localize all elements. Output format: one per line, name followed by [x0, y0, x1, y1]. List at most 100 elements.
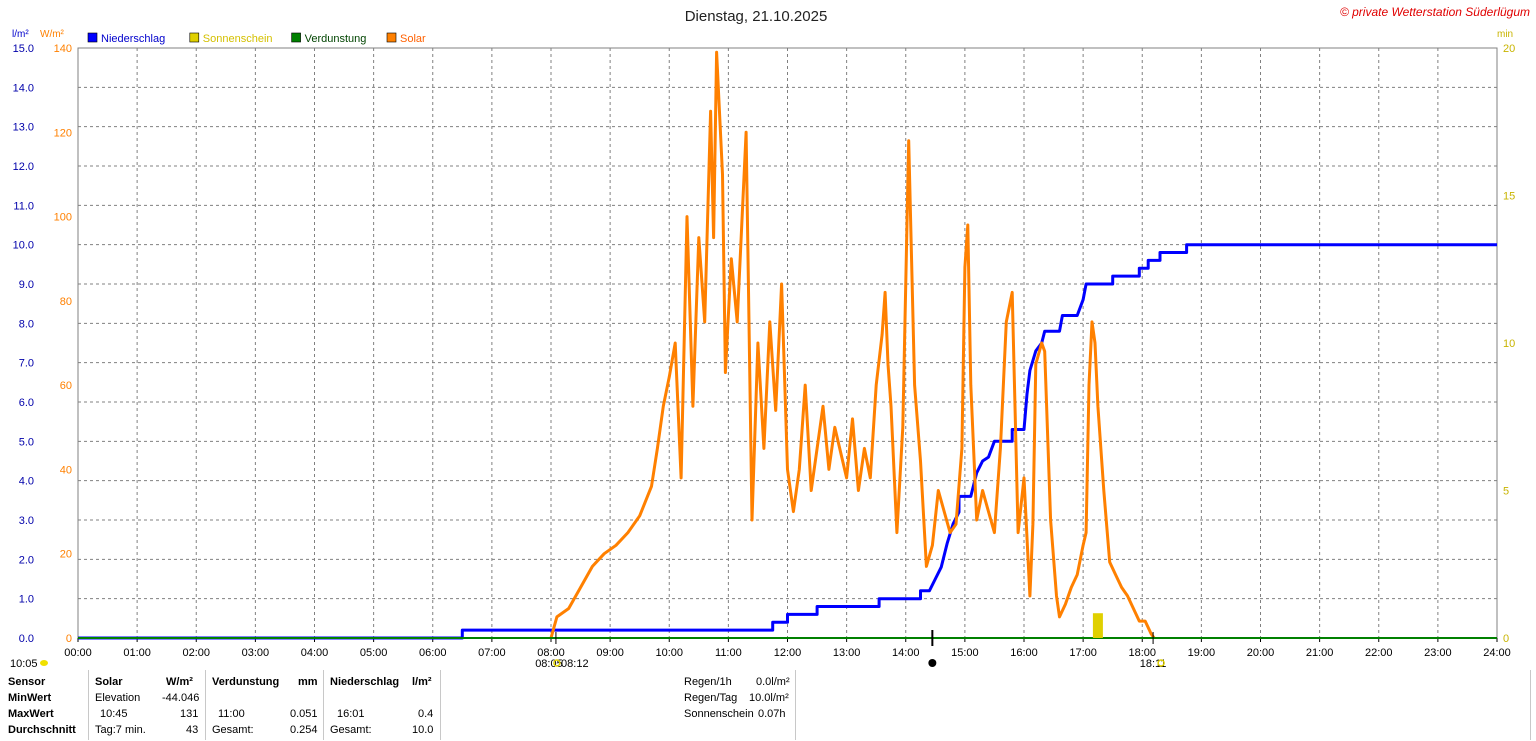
verd-avg-value: 0.254 [290, 724, 318, 736]
legend-swatch [386, 32, 397, 43]
y-tick-precip: 0.0 [19, 633, 34, 645]
x-tick-label: 21:00 [1306, 647, 1334, 659]
y-tick-solar: 40 [60, 464, 72, 476]
chart-series [78, 50, 1497, 640]
x-tick-label: 12:00 [774, 647, 802, 659]
y-tick-precip: 4.0 [19, 476, 34, 488]
sun-icon [40, 660, 48, 666]
series-niederschlag [78, 243, 1497, 640]
chart-title: Dienstag, 21.10.2025 [685, 8, 828, 25]
y-tick-sunshine: 15 [1503, 191, 1515, 203]
sun-down-icon [1157, 659, 1165, 667]
x-tick-label: 23:00 [1424, 647, 1452, 659]
hdr-niederschlag-unit: l/m² [412, 676, 432, 688]
solar-min-label: Elevation [95, 692, 141, 704]
verd-max-time: 11:00 [218, 708, 245, 720]
x-tick-label: 17:00 [1069, 647, 1097, 659]
x-tick-label: 06:00 [419, 647, 447, 659]
x-tick-label: 08:00 [537, 647, 565, 659]
row-max-label: MaxWert [8, 708, 54, 720]
x-tick-label: 11:00 [715, 647, 742, 659]
legend-swatch [189, 32, 200, 43]
x-tick-label: 02:00 [182, 647, 210, 659]
legend-label: Solar [400, 33, 426, 45]
y-tick-precip: 7.0 [19, 358, 34, 370]
y-tick-solar: 0 [66, 633, 72, 645]
solar-max-value: 131 [180, 708, 199, 720]
moon-icon [928, 659, 937, 667]
x-tick-label: 01:00 [123, 647, 151, 659]
x-tick-label: 07:00 [478, 647, 506, 659]
x-tick-label: 20:00 [1247, 647, 1275, 659]
y-tick-precip: 14.0 [13, 82, 34, 94]
sun-up-icon [553, 659, 561, 667]
x-tick-label: 09:00 [596, 647, 624, 659]
unit-sunshine: min [1497, 29, 1513, 40]
series-solar [549, 50, 1156, 639]
y-tick-precip: 10.0 [13, 240, 34, 252]
x-tick-label: 13:00 [833, 647, 861, 659]
unit-solar: W/m² [40, 29, 65, 40]
y-tick-solar: 80 [60, 296, 72, 308]
y-tick-precip: 2.0 [19, 554, 34, 566]
y-tick-precip: 5.0 [19, 436, 34, 448]
station-credit: © private Wetterstation Süderlügum [1340, 5, 1530, 19]
sunshine-bar [1092, 613, 1103, 638]
hdr-solar: Solar [95, 676, 123, 688]
y-tick-precip: 12.0 [13, 161, 34, 173]
unit-precip: l/m² [12, 29, 29, 40]
solar-max-time: 10:45 [100, 708, 128, 720]
y-tick-precip: 11.0 [13, 200, 34, 212]
hdr-sensor: Sensor [8, 676, 46, 688]
legend-label: Niederschlag [101, 33, 165, 45]
y-tick-sunshine: 20 [1503, 43, 1515, 55]
legend-label: Sonnenschein [203, 33, 273, 45]
regen-tag-value: 10.0l/m² [749, 692, 789, 704]
hdr-niederschlag: Niederschlag [330, 676, 400, 688]
sonnenschein-label: Sonnenschein [684, 708, 754, 720]
corner-time: 10:05 [10, 658, 38, 670]
x-tick-label: 22:00 [1365, 647, 1393, 659]
x-tick-label: 03:00 [242, 647, 270, 659]
y-tick-sunshine: 5 [1503, 486, 1509, 498]
y-tick-precip: 8.0 [19, 318, 34, 330]
solar-avg-value: 43 [186, 724, 199, 736]
x-tick-label: 19:00 [1188, 647, 1216, 659]
x-tick-label: 10:00 [655, 647, 683, 659]
y-tick-precip: 6.0 [19, 397, 34, 409]
legend-swatch [87, 32, 98, 43]
verd-avg-label: Gesamt: [212, 724, 254, 736]
y-tick-precip: 15.0 [13, 43, 34, 55]
y-tick-solar: 120 [54, 127, 72, 139]
y-tick-precip: 9.0 [19, 279, 34, 291]
legend-label: Verdunstung [305, 33, 367, 45]
row-avg-label: Durchschnitt [8, 724, 76, 736]
row-min-label: MinWert [8, 692, 52, 704]
x-tick-label: 14:00 [892, 647, 920, 659]
y-tick-solar: 100 [54, 212, 72, 224]
legend-swatch [291, 32, 301, 43]
sonnenschein-value: 0.07h [758, 708, 786, 720]
y-tick-solar: 140 [54, 43, 72, 55]
nied-max-time: 16:01 [337, 708, 365, 720]
x-axis-ticks: 00:00 01:00 02:00 03:00 04:00 05:00 06:00 07:00… [64, 638, 1511, 659]
y-tick-sunshine: 0 [1503, 633, 1509, 645]
x-tick-label: 24:00 [1483, 647, 1511, 659]
x-tick-label: 04:00 [301, 647, 329, 659]
x-tick-label: 16:00 [1010, 647, 1038, 659]
y-tick-sunshine: 10 [1503, 338, 1515, 350]
x-tick-label: 00:00 [64, 647, 92, 659]
nied-avg-label: Gesamt: [330, 724, 372, 736]
solar-min-value: -44.046 [162, 692, 200, 704]
hdr-verdunstung-unit: mm [298, 676, 318, 688]
y-axis-ticks: 0.0 1.0 2.0 3.0 4.0 5.0 6.0 7.0 8.0 9.0 10.0 11.0 12… [13, 43, 1516, 645]
solar-avg-label: Tag:7 min. [95, 724, 146, 736]
nied-avg-value: 10.0 [412, 724, 434, 736]
y-tick-precip: 1.0 [19, 594, 34, 606]
verd-max-value: 0.051 [290, 708, 318, 720]
regen-1h-label: Regen/1h [684, 676, 732, 688]
x-tick-label: 18:00 [1128, 647, 1156, 659]
sunrise-label-b: 08:12 [561, 658, 589, 670]
nied-max-value: 0.4 [418, 708, 434, 720]
